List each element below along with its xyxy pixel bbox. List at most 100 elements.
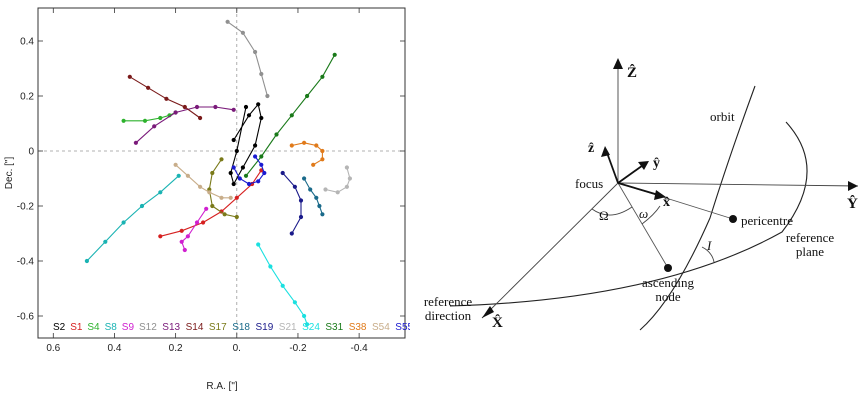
data-point (280, 283, 285, 288)
data-point (231, 107, 236, 112)
series-line-s13 (135, 106, 234, 144)
data-point (146, 85, 151, 90)
data-point (127, 74, 132, 79)
y-tick-label: -0.2 (17, 202, 35, 213)
data-point (289, 231, 294, 236)
data-point (246, 113, 252, 118)
omega-small-arc (641, 205, 661, 225)
z-local-vector (605, 149, 619, 184)
y-small-label: ŷ (653, 156, 660, 171)
data-point (173, 162, 178, 167)
data-point (256, 179, 261, 184)
orbital-elements-diagram: Ẑ ẑ ŷ x̂ Ŷ X̂ focus Ω ω I pericentre asc… (424, 58, 859, 331)
data-point (311, 162, 316, 167)
z-local-arrow (601, 146, 610, 157)
y-tick-label: 0 (28, 147, 34, 158)
series-s12 (225, 19, 270, 99)
data-point (222, 212, 227, 217)
data-point (234, 148, 239, 154)
data-point (292, 184, 297, 189)
data-point (219, 195, 224, 200)
y-big-label: Ŷ (847, 195, 858, 212)
x-axis-line (481, 182, 619, 319)
series-s21 (323, 165, 352, 195)
node-line (617, 182, 669, 269)
inclination-arc (701, 246, 715, 263)
data-point (194, 104, 200, 110)
data-point (302, 313, 307, 319)
data-point (194, 220, 200, 225)
data-point (243, 173, 249, 178)
ticks-group: 0.6 0.4 0.2 0. -0.2 -0.4 0.4 0.2 0 -0.2 -0.4 -0.6 (17, 8, 405, 354)
data-point (234, 195, 239, 200)
data-point (347, 176, 352, 181)
series-s19 (280, 170, 304, 236)
legend-entry-s13: S13 (162, 322, 180, 333)
orbit-label: orbit (710, 109, 735, 124)
data-point (240, 165, 245, 170)
data-point (204, 206, 209, 211)
data-point (259, 115, 264, 121)
legend-entry-s55: S55 (395, 322, 410, 333)
data-point (298, 198, 304, 203)
series-line-s12 (227, 21, 268, 97)
data-point (320, 212, 325, 217)
data-point (142, 118, 148, 123)
z-big-label: Ẑ (627, 64, 637, 81)
series-line-s2 (230, 103, 262, 186)
ascending-node-point (664, 264, 672, 272)
series-s24 (256, 242, 310, 327)
data-point (121, 118, 126, 123)
data-point (243, 104, 249, 110)
legend-entry-s31: S31 (325, 322, 343, 333)
series-s55 (231, 154, 267, 187)
orbit-chart: 0.6 0.4 0.2 0. -0.2 -0.4 0.4 0.2 0 -0.2 -0.4 -0.6 S… (4, 7, 410, 392)
data-point (253, 143, 258, 148)
data-point (121, 220, 126, 225)
reference-direction-label-1: reference (424, 294, 473, 309)
series-line-s8 (86, 175, 180, 262)
x-local-arrow (654, 190, 666, 200)
series-s2 (228, 102, 264, 187)
ascending-node-label-1: ascending (642, 275, 694, 290)
data-point (320, 74, 325, 79)
series-s9 (179, 206, 209, 253)
data-point (262, 170, 267, 176)
data-point (314, 143, 319, 148)
series-s31 (243, 52, 337, 178)
series-line-s4 (123, 112, 176, 122)
data-point (314, 195, 319, 200)
data-point (292, 300, 297, 305)
x-axis-label: R.A. ["] (206, 381, 238, 392)
data-point (253, 154, 258, 159)
data-point (173, 110, 178, 115)
series-s18 (302, 176, 325, 217)
series-group (84, 19, 352, 327)
data-point (185, 173, 190, 178)
data-point (344, 184, 349, 189)
omega-big-arc (591, 206, 633, 216)
data-point (256, 242, 261, 247)
zero-lines (38, 8, 405, 338)
data-point (335, 190, 340, 195)
data-point (164, 96, 169, 101)
reference-plane-label-1: reference (786, 230, 835, 245)
data-point (308, 187, 313, 192)
inclination-label: I (706, 238, 712, 253)
reference-direction-label-2: direction (425, 308, 472, 323)
legend-entry-s54: S54 (372, 322, 390, 333)
x-tick-label: 0.6 (46, 343, 60, 354)
x-tick-label: 0.4 (108, 343, 122, 354)
data-point (265, 93, 270, 99)
legend-entry-s12: S12 (139, 322, 157, 333)
data-point (298, 214, 304, 220)
data-point (158, 234, 163, 239)
data-point (237, 176, 242, 181)
legend-entry-s2: S2 (53, 322, 66, 333)
data-point (228, 170, 233, 176)
data-point (231, 137, 236, 143)
legend-entry-s1: S1 (70, 322, 83, 333)
data-point (259, 162, 264, 167)
series-s54 (173, 162, 233, 200)
data-point (231, 165, 236, 170)
